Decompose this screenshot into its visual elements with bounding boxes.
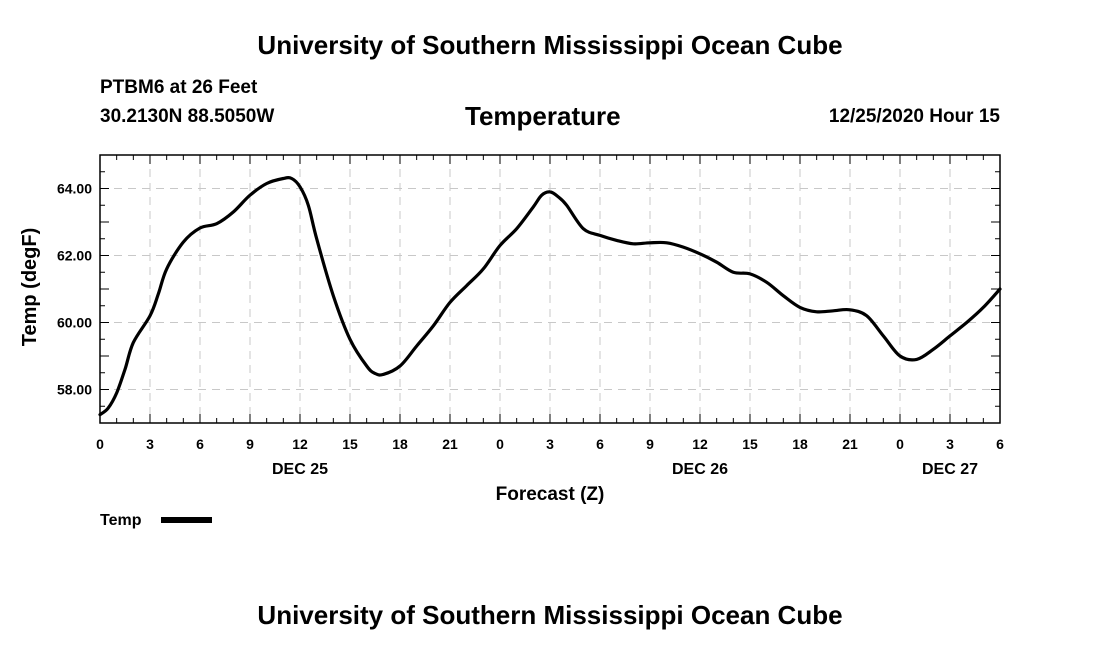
x-tick-label: 0 — [96, 436, 104, 452]
bottom-title: University of Southern Mississippi Ocean… — [257, 600, 843, 630]
x-axis-label: Forecast (Z) — [496, 484, 605, 505]
y-tick-label: 58.00 — [57, 382, 92, 398]
x-tick-label: 9 — [646, 436, 654, 452]
x-tick-label: 6 — [596, 436, 604, 452]
x-tick-label: 3 — [946, 436, 954, 452]
grid-lines — [100, 155, 1000, 423]
y-axis-label: Temp (degF) — [19, 228, 41, 347]
x-tick-label: 6 — [196, 436, 204, 452]
series-line-temp — [98, 176, 1002, 417]
x-tick-label: 12 — [292, 436, 308, 452]
x-tick-label: 21 — [842, 436, 858, 452]
axis-tick-labels: 58.00 60.00 62.00 64.00 0 3 6 9 12 15 18 21 0 3 6 9 12 15… — [57, 181, 1004, 479]
date-label: DEC 27 — [922, 461, 978, 478]
date-label: DEC 25 — [272, 461, 328, 478]
y-tick-label: 60.00 — [57, 315, 92, 331]
x-tick-label: 15 — [342, 436, 358, 452]
coordinates-label: 30.2130N 88.5050W — [100, 106, 275, 127]
legend: Temp — [100, 512, 212, 529]
x-tick-label: 12 — [692, 436, 708, 452]
valid-time-label: 12/25/2020 Hour 15 — [828, 106, 1000, 127]
x-tick-label: 18 — [392, 436, 408, 452]
x-tick-label: 15 — [742, 436, 758, 452]
y-tick-label: 62.00 — [57, 248, 92, 264]
chart-title: Temperature — [465, 101, 621, 131]
x-tick-label: 0 — [896, 436, 904, 452]
x-tick-label: 3 — [146, 436, 154, 452]
x-tick-label: 21 — [442, 436, 458, 452]
y-tick-label: 64.00 — [57, 181, 92, 197]
x-tick-label: 9 — [246, 436, 254, 452]
top-title: University of Southern Mississippi Ocean… — [257, 30, 843, 60]
plot-frame — [99, 154, 1001, 424]
x-tick-label: 18 — [792, 436, 808, 452]
x-tick-label: 3 — [546, 436, 554, 452]
legend-label-temp: Temp — [100, 512, 142, 529]
station-label: PTBM6 at 26 Feet — [100, 77, 258, 98]
x-tick-label: 0 — [496, 436, 504, 452]
date-label: DEC 26 — [672, 461, 728, 478]
x-tick-label: 6 — [996, 436, 1004, 452]
